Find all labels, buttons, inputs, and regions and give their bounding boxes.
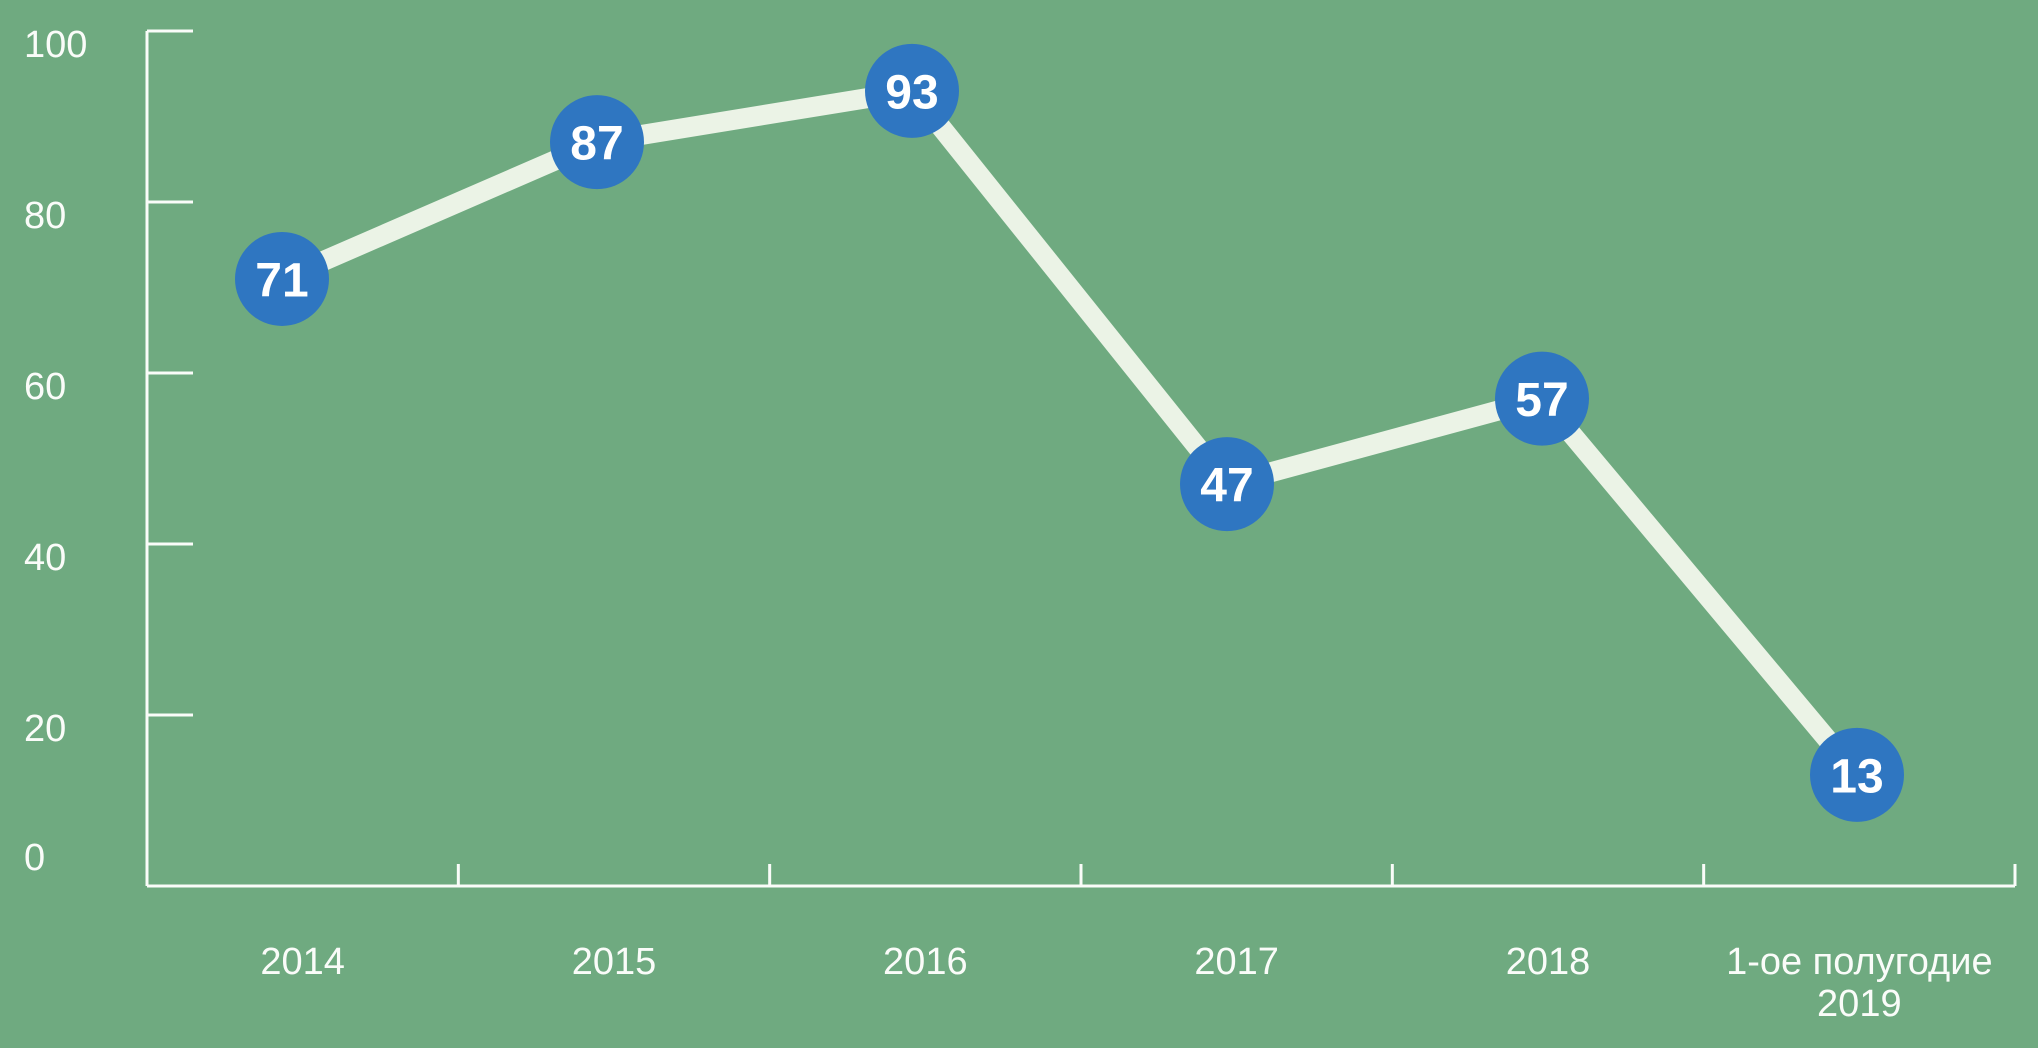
data-point-value-label: 71 <box>255 254 308 307</box>
y-axis-tick-label: 20 <box>24 708 66 750</box>
data-point-2017: 47 <box>1180 437 1274 532</box>
axes <box>145 29 2017 888</box>
data-point-2018: 57 <box>1495 351 1589 446</box>
data-point-value-label: 87 <box>570 118 623 171</box>
x-axis-category-label: 2018 <box>1506 941 1591 983</box>
data-point-marker <box>865 43 959 138</box>
y-axis-tick-label: 0 <box>24 837 45 879</box>
y-axis-tick-label: 80 <box>24 195 66 237</box>
y-axis-tick-label: 60 <box>24 366 66 408</box>
x-axis-category-label: 2017 <box>1194 941 1279 983</box>
data-point-marker <box>550 95 644 190</box>
data-point-value-label: 57 <box>1515 374 1568 427</box>
x-axis-category-label: 2014 <box>260 941 345 983</box>
data-point-value-label: 47 <box>1200 460 1253 513</box>
data-point-1-ое полугодие 2019: 13 <box>1810 727 1904 822</box>
data-point-marker <box>1810 727 1904 822</box>
x-axis-category-label: 2015 <box>572 941 657 983</box>
data-point-value-label: 13 <box>1830 750 1883 803</box>
data-point-marker <box>1180 437 1274 532</box>
series-line <box>278 80 1865 782</box>
x-axis-category-label: 2016 <box>883 941 968 983</box>
data-point-2015: 87 <box>550 95 644 190</box>
data-point-marker <box>1495 351 1589 446</box>
data-point-2014: 71 <box>235 231 329 326</box>
x-axis-category-label: 1-ое полугодие 2019 <box>1726 941 1993 1025</box>
data-point-marker <box>235 231 329 326</box>
y-axis-tick-label: 100 <box>24 24 87 66</box>
data-point-value-label: 93 <box>885 66 938 119</box>
data-point-2016: 93 <box>865 43 959 138</box>
y-axis-tick-label: 40 <box>24 537 66 579</box>
